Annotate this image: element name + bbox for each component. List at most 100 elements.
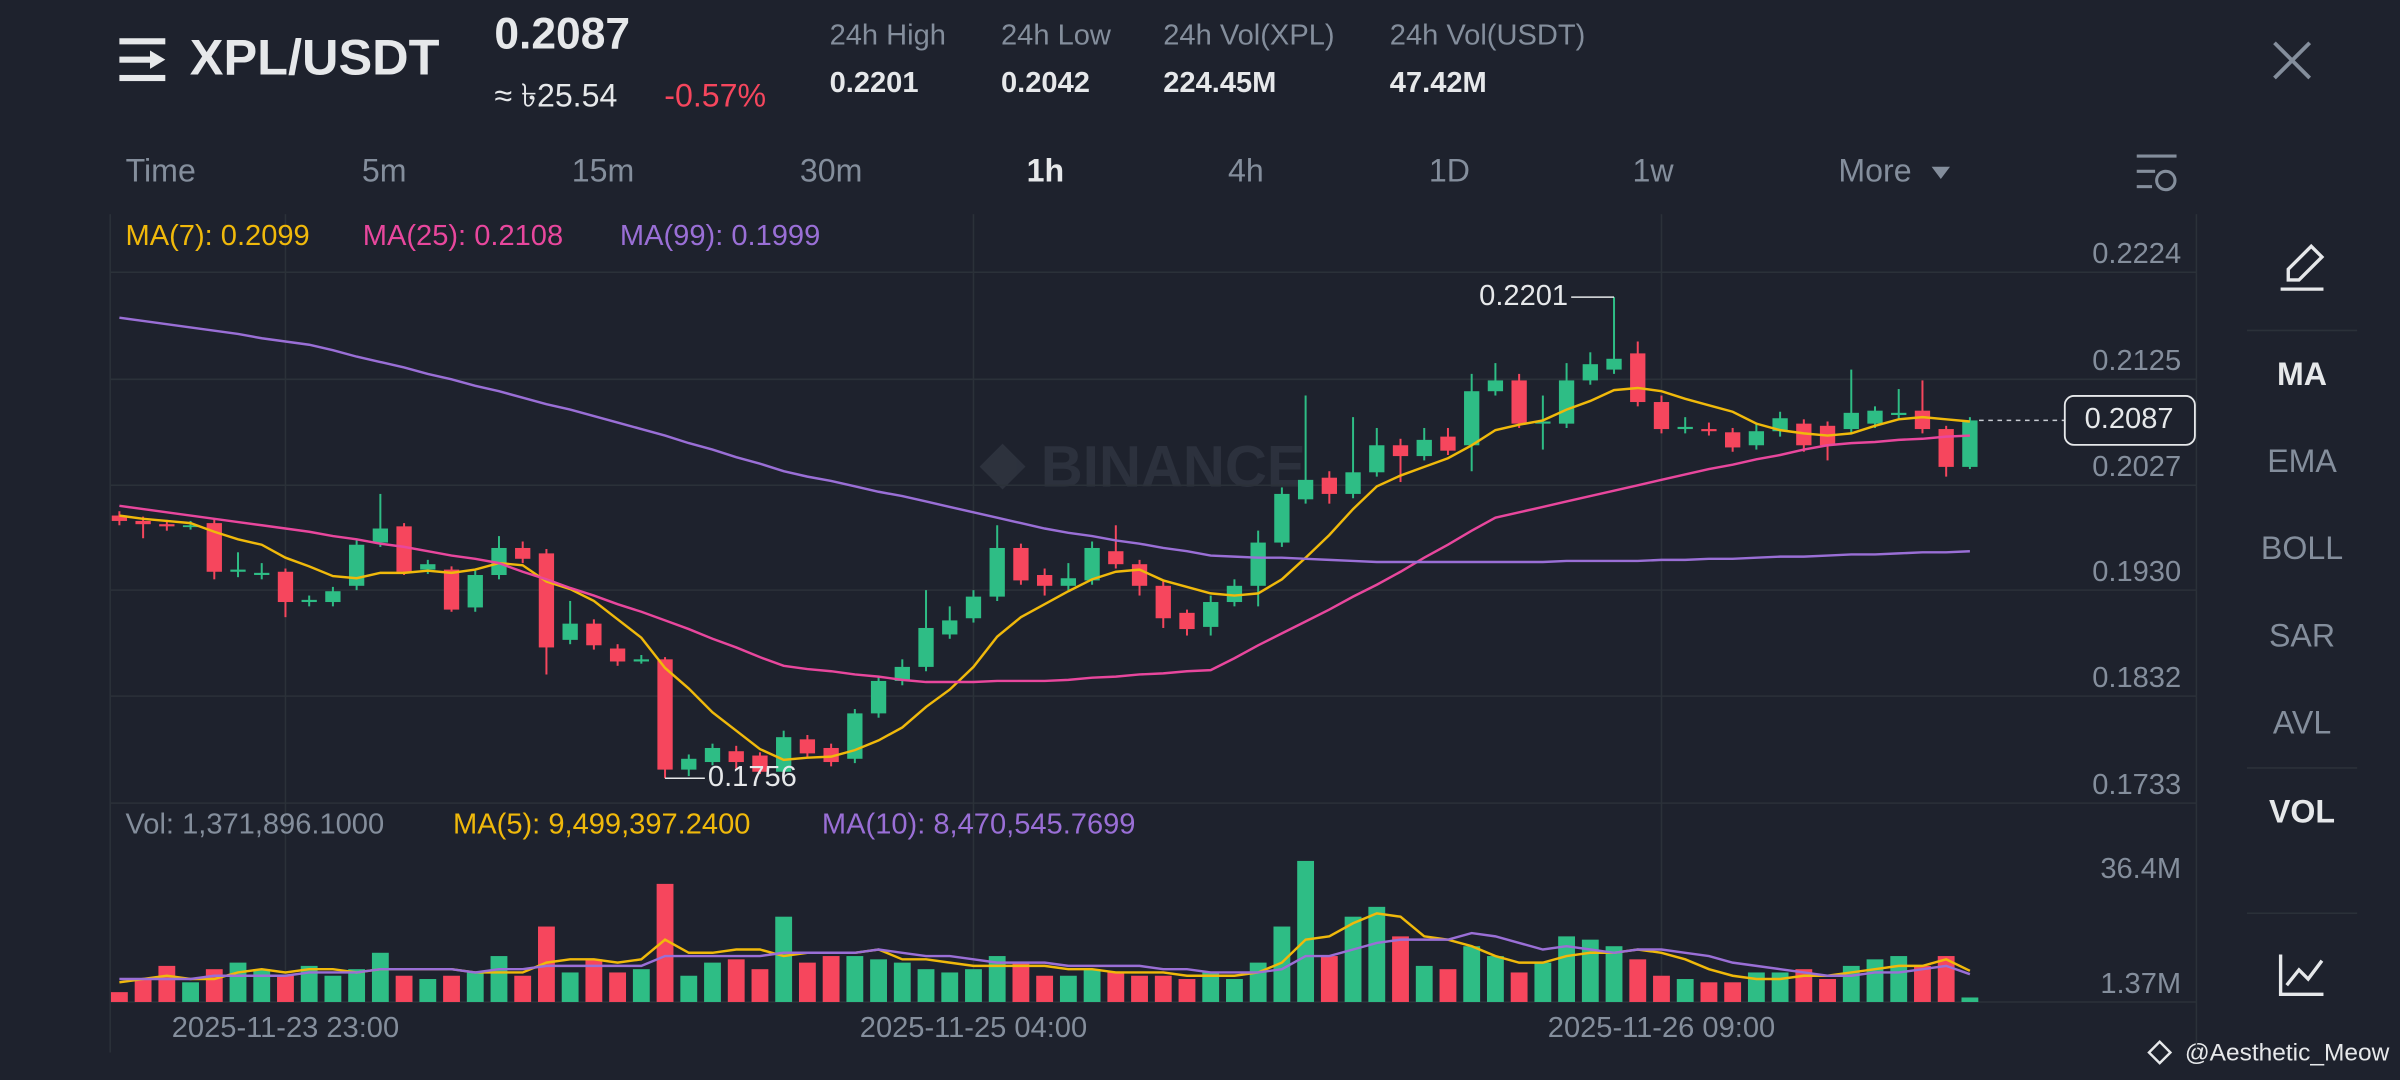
volume-bar — [1368, 906, 1386, 1002]
candle-body — [1108, 551, 1124, 565]
candle-body — [1558, 380, 1575, 424]
volume-bar — [419, 979, 437, 1002]
candle-body — [1511, 380, 1527, 424]
volume-bar — [229, 962, 247, 1002]
ma-line — [119, 434, 1970, 684]
candle-body — [1392, 445, 1409, 457]
price-change: -0.57% — [664, 77, 766, 113]
candle-body — [111, 515, 128, 521]
menu-icon[interactable] — [119, 38, 166, 82]
volume-bar — [1154, 975, 1172, 1002]
candle-body — [1867, 410, 1883, 424]
timeframe-tab[interactable]: 4h — [1228, 152, 1264, 188]
volume-bar — [680, 975, 698, 1002]
volume-bar — [1700, 982, 1718, 1002]
candle-body — [1725, 432, 1741, 448]
credit-diamond — [2147, 1040, 2173, 1065]
volume-bar — [514, 975, 532, 1002]
volume-ma-legend: MA(5): 9,499,397.2400 — [453, 809, 750, 841]
candle-body — [1701, 429, 1717, 432]
volume-bar — [704, 962, 721, 1002]
volume-bar — [727, 959, 745, 1002]
volume-ma-line — [119, 931, 1971, 981]
timeframe-tab[interactable]: 30m — [800, 152, 863, 188]
volume-bar — [1605, 946, 1623, 1002]
candle-body — [1843, 412, 1859, 430]
candle-body — [1084, 547, 1100, 581]
candle-body — [182, 525, 199, 528]
candle-body — [1962, 420, 1978, 467]
volume-bar — [490, 956, 508, 1002]
candle-body — [1891, 412, 1907, 416]
volume-bar — [1629, 959, 1647, 1002]
volume-tick-label: 1.37M — [2100, 968, 2181, 1000]
stat-value: 224.45M — [1163, 67, 1276, 99]
chart-settings-icon[interactable] — [2136, 154, 2177, 192]
volume-bar — [1107, 972, 1125, 1002]
volume-bar — [846, 956, 864, 1002]
volume-bar — [1961, 997, 1979, 1002]
stat-value: 0.2042 — [1001, 67, 1090, 99]
watermark: BINANCE — [979, 435, 1306, 500]
indicator-tab[interactable]: SAR — [2269, 617, 2335, 653]
timeframe-tab[interactable]: Time — [126, 152, 196, 188]
timeframe-tab[interactable]: 5m — [362, 152, 407, 188]
volume-bar — [1226, 979, 1243, 1002]
volume-bar — [205, 969, 223, 1002]
timeframe-tab[interactable]: More — [1838, 152, 1911, 188]
draw-tool-icon[interactable] — [2280, 243, 2325, 291]
stat-value: 0.2201 — [830, 67, 919, 99]
indicator-tab[interactable]: EMA — [2267, 443, 2337, 479]
indicator-tab[interactable]: BOLL — [2261, 530, 2343, 566]
volume-bar — [253, 969, 271, 1002]
menu-bar — [119, 38, 166, 45]
candle-body — [1440, 436, 1456, 451]
ma-line — [119, 386, 1971, 762]
candle-body — [1226, 585, 1243, 603]
timeframe-tab[interactable]: 1w — [1633, 152, 1675, 188]
pencil — [2286, 243, 2325, 282]
indicator-tab[interactable]: VOL — [2269, 793, 2335, 829]
candle-body — [1297, 479, 1314, 500]
ma-line — [119, 316, 1970, 564]
y-tick-label: 0.2125 — [2092, 345, 2181, 377]
candle-body — [1606, 358, 1622, 370]
timeframe-tab[interactable]: 1h — [1027, 152, 1065, 188]
pair-name[interactable]: XPL/USDT — [190, 29, 440, 86]
indicator-tab[interactable]: AVL — [2273, 705, 2331, 741]
candle-body — [420, 564, 436, 570]
indicator-tab[interactable]: MA — [2277, 356, 2327, 392]
volume-bar — [751, 969, 769, 1002]
volume-bar — [1558, 936, 1575, 1002]
candle-body — [277, 571, 294, 603]
fiat-price: ≈ ৳25.54 — [494, 77, 617, 113]
x-tick-label: 2025-11-23 23:00 — [172, 1012, 399, 1044]
timeframe-tab[interactable]: 15m — [572, 152, 635, 188]
volume-bar — [1273, 926, 1291, 1002]
volume-bar — [1059, 975, 1077, 1002]
candle-body — [942, 620, 958, 635]
candle-body — [1013, 547, 1029, 581]
volume-bar — [917, 969, 935, 1002]
volume-bar — [1202, 972, 1220, 1002]
last-price-label: 0.2087 — [2085, 403, 2174, 435]
candle-body — [633, 659, 649, 662]
timeframe-tab[interactable]: 1D — [1429, 152, 1470, 188]
candle-body — [254, 572, 270, 576]
volume-bar — [182, 982, 199, 1002]
volume-bar — [775, 916, 793, 1002]
volume-bar — [1344, 916, 1362, 1002]
volume-bar — [1890, 956, 1908, 1002]
close-icon[interactable] — [2273, 41, 2312, 80]
volume-bar — [1581, 939, 1599, 1002]
candle-body — [657, 659, 673, 770]
volume-bar — [1012, 962, 1030, 1002]
ma-legend: MA(99): 0.1999 — [620, 220, 820, 252]
candle-body — [799, 739, 816, 754]
volume-bar — [1297, 860, 1315, 1002]
indicator-chart-icon[interactable] — [2278, 954, 2324, 997]
candle-body — [823, 747, 839, 763]
candle-body — [515, 547, 531, 559]
candle-body — [1060, 578, 1077, 586]
